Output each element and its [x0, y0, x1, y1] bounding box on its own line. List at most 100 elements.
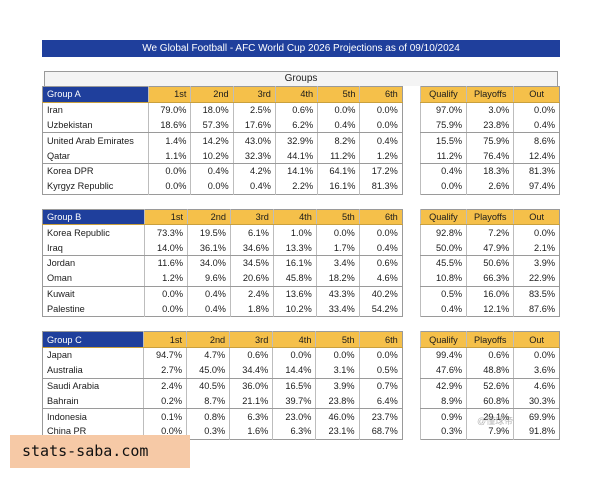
team-row: Korea Republic 73.3% 19.5% 6.1% 1.0% 0.0% 0.0%: [43, 224, 403, 241]
place-value: 0.0%: [144, 286, 188, 302]
team-name: China PR: [47, 426, 87, 437]
team-row: Jordan 11.6% 34.0% 34.5% 16.1% 3.4% 0.6%: [43, 255, 403, 271]
place-value: 43.0%: [232, 132, 276, 149]
outcome-value: 12.4%: [513, 148, 560, 164]
place-value: 23.7%: [358, 408, 403, 424]
team-name: Japan: [47, 350, 73, 361]
outcome-value: 3.9%: [513, 255, 560, 271]
place-value: 6.2%: [274, 117, 318, 134]
place-value: 21.1%: [229, 393, 273, 410]
place-header: 2nd: [187, 209, 231, 226]
place-value: 6.3%: [229, 408, 273, 424]
place-header: 3rd: [232, 86, 276, 103]
outcome-row: 92.8% 7.2% 0.0%: [419, 224, 560, 241]
outcome-value: 92.8%: [419, 224, 467, 241]
team-name: United Arab Emirates: [47, 135, 134, 146]
place-header: 4th: [272, 209, 317, 226]
outcome-header: Qualify: [419, 86, 467, 103]
place-value: 0.0%: [317, 102, 360, 118]
outcome-value: 0.6%: [466, 347, 514, 363]
outcome-header: Qualify: [419, 209, 467, 226]
place-value: 1.2%: [359, 148, 403, 164]
team-name: Qatar: [42, 148, 149, 164]
place-value: 0.3%: [186, 423, 230, 440]
place-value: 40.5%: [186, 378, 230, 394]
outcome-value: 16.0%: [466, 286, 514, 302]
place-value: 18.6%: [148, 117, 191, 134]
place-value: 43.3%: [315, 286, 360, 302]
outcome-value: 83.5%: [513, 286, 560, 302]
outcome-value: 2.1%: [513, 240, 560, 256]
outcome-row: 8.9% 60.8% 30.3%: [419, 393, 560, 410]
place-value: 64.1%: [317, 163, 360, 179]
outcome-value: 87.6%: [513, 301, 560, 317]
place-value: 79.0%: [148, 102, 191, 118]
outcome-row: 47.6% 48.8% 3.6%: [419, 362, 560, 379]
place-header: 6th: [358, 209, 403, 226]
place-value: 0.0%: [148, 163, 191, 179]
outcome-value: 0.0%: [513, 224, 560, 241]
place-header: 1st: [144, 209, 188, 226]
outcome-value: 15.5%: [419, 132, 467, 149]
place-header: 6th: [359, 86, 403, 103]
place-value: 6.3%: [272, 423, 316, 440]
group-row-wrap: Group C 1st 2nd 3rd 4th 5th 6th Japan 94.7% 4.7% 0…: [42, 331, 560, 440]
place-value: 1.8%: [229, 301, 274, 317]
team-name: Iraq: [42, 240, 145, 256]
place-value: 45.0%: [186, 362, 230, 379]
watermark-ghost: @懂球帝: [477, 416, 514, 426]
place-value: 4.2%: [232, 163, 276, 179]
place-header: 3rd: [229, 209, 274, 226]
place-value: 81.3%: [359, 178, 403, 195]
outcome-row: 15.5% 75.9% 8.6%: [419, 132, 560, 149]
place-value: 0.6%: [274, 102, 318, 118]
place-value: 0.4%: [232, 178, 276, 195]
place-value: 0.6%: [229, 347, 273, 363]
place-value: 14.1%: [274, 163, 318, 179]
group-places-table: Group C 1st 2nd 3rd 4th 5th 6th Japan 94.7% 4.7% 0…: [42, 331, 403, 440]
group-places-table: Group B 1st 2nd 3rd 4th 5th 6th Korea Republic 7…: [42, 208, 403, 318]
group-outcomes-table: Qualify Playoffs Out 92.8% 7.2% 0.0% 50.0% 47.9…: [419, 208, 560, 318]
team-name: Saudi Arabia: [47, 380, 100, 391]
place-header: 2nd: [190, 86, 234, 103]
team-name: Uzbekistan: [42, 117, 149, 134]
outcome-value: 48.8%: [466, 362, 514, 379]
place-value: 16.1%: [317, 178, 360, 195]
outcome-value: 97.4%: [513, 178, 560, 195]
outcome-value: 0.5%: [419, 286, 467, 302]
place-value: 2.4%: [142, 378, 187, 394]
place-value: 57.3%: [190, 117, 234, 134]
outcome-value: 11.2%: [419, 148, 467, 164]
place-value: 46.0%: [315, 408, 360, 424]
place-value: 36.1%: [187, 240, 231, 256]
outcome-header-row: Qualify Playoffs Out: [419, 86, 560, 103]
team-row: Japan 94.7% 4.7% 0.6% 0.0% 0.0% 0.0%: [43, 347, 403, 363]
outcome-row: 0.5% 16.0% 83.5%: [419, 286, 560, 302]
place-header: 1st: [148, 86, 191, 103]
team-row: Kyrgyz Republic 0.0% 0.0% 0.4% 2.2% 16.1% 81.3…: [43, 178, 403, 195]
outcome-value: 47.6%: [419, 362, 467, 379]
place-value: 0.4%: [187, 286, 231, 302]
place-header: 4th: [274, 86, 318, 103]
place-value: 45.8%: [272, 270, 317, 287]
place-value: 1.0%: [272, 224, 317, 241]
place-value: 11.2%: [317, 148, 360, 164]
outcome-value: 52.6%: [466, 378, 514, 394]
outcome-value: 0.3%: [419, 423, 467, 440]
place-value: 23.0%: [272, 408, 316, 424]
place-value: 39.7%: [272, 393, 316, 410]
place-value: 1.2%: [144, 270, 188, 287]
group-block: Group A 1st 2nd 3rd 4th 5th 6th Iran 79.0% 18.0% 2…: [42, 86, 560, 195]
outcome-value: 22.9%: [513, 270, 560, 287]
place-header: 3rd: [229, 331, 273, 348]
team-row: Oman 1.2% 9.6% 20.6% 45.8% 18.2% 4.6%: [42, 270, 403, 287]
team-row: Kuwait 0.0% 0.4% 2.4% 13.6% 43.3% 40.2%: [43, 286, 403, 302]
place-value: 32.3%: [232, 148, 276, 164]
place-value: 8.7%: [186, 393, 230, 410]
place-value: 2.4%: [229, 286, 274, 302]
place-value: 44.1%: [274, 148, 318, 164]
group-header-row: Group B 1st 2nd 3rd 4th 5th 6th: [42, 209, 403, 226]
place-value: 10.2%: [190, 148, 234, 164]
outcome-value: 97.0%: [419, 102, 467, 118]
team-name: Kuwait: [47, 288, 75, 299]
